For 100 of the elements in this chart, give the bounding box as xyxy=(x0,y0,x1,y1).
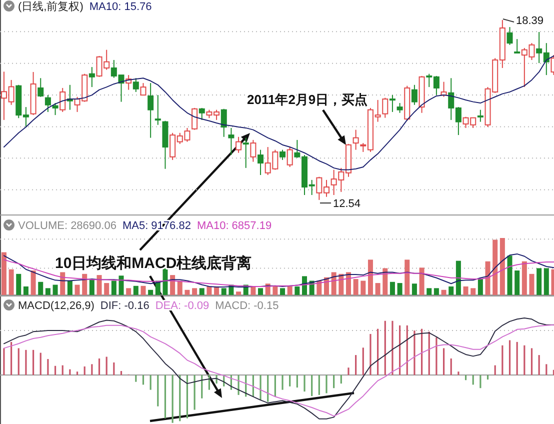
bar xyxy=(126,288,132,295)
bar xyxy=(140,286,146,295)
candlestick xyxy=(286,146,293,168)
bar xyxy=(250,286,256,295)
candlestick xyxy=(477,109,484,122)
candlestick xyxy=(140,82,146,96)
bar xyxy=(45,288,50,295)
bar xyxy=(8,269,14,295)
bar xyxy=(478,279,483,295)
bar xyxy=(331,272,336,295)
bar xyxy=(492,240,498,295)
bar xyxy=(258,288,264,295)
bar xyxy=(529,274,534,295)
bar xyxy=(192,288,198,295)
candlestick xyxy=(154,94,161,126)
bar xyxy=(133,286,138,295)
candlestick xyxy=(236,136,242,154)
bar xyxy=(89,279,94,295)
annotation: 18.39 xyxy=(516,15,544,27)
bar xyxy=(199,288,204,295)
bar xyxy=(544,268,549,295)
bar xyxy=(463,286,468,295)
bar xyxy=(118,276,124,295)
candlestick xyxy=(88,66,95,88)
bar xyxy=(221,288,226,295)
bar xyxy=(67,280,72,295)
bar xyxy=(338,274,344,295)
bar xyxy=(522,261,527,295)
candlestick xyxy=(382,97,388,118)
bar xyxy=(434,288,439,295)
bar xyxy=(536,268,542,295)
bar xyxy=(272,286,278,295)
bar xyxy=(375,283,380,295)
bar xyxy=(353,279,358,295)
candlestick xyxy=(132,78,139,92)
candlestick xyxy=(514,38,520,54)
candlestick xyxy=(280,149,286,160)
bar xyxy=(448,286,454,295)
candlestick xyxy=(220,108,227,138)
candlestick xyxy=(250,139,256,162)
bar xyxy=(485,261,490,295)
bar xyxy=(38,282,44,295)
bar xyxy=(111,280,116,295)
bar xyxy=(82,274,88,295)
candlestick xyxy=(396,102,403,114)
annotation: 10日均线和MACD柱线底背离 xyxy=(55,254,252,272)
bar xyxy=(514,270,520,295)
bar xyxy=(507,256,512,295)
annotation: 2011年2月9日，买点 xyxy=(247,92,368,107)
bar xyxy=(294,286,300,295)
bar xyxy=(456,260,461,295)
bar xyxy=(500,238,505,295)
bar xyxy=(382,268,388,295)
candlestick xyxy=(38,78,44,98)
bar xyxy=(23,286,28,295)
bar xyxy=(441,290,446,295)
bar xyxy=(390,282,395,295)
bar xyxy=(16,274,22,295)
bar xyxy=(397,283,402,295)
bar xyxy=(280,288,286,295)
bar xyxy=(368,260,373,295)
bar xyxy=(177,280,182,295)
text: MA10: 15.76 xyxy=(89,1,152,13)
bar xyxy=(287,286,292,295)
candlestick xyxy=(506,26,513,46)
bar xyxy=(184,290,190,295)
chart-title: MACD(12,26,9) xyxy=(18,300,94,312)
bar xyxy=(412,284,417,295)
chart-title: (日线,前复权) xyxy=(18,0,84,13)
bar xyxy=(1,252,6,295)
bar xyxy=(60,272,66,295)
text: MACD: -0.15 xyxy=(215,300,279,312)
annotation: 12.54 xyxy=(333,198,361,210)
bar xyxy=(96,275,102,295)
bar xyxy=(74,284,80,295)
bar xyxy=(170,275,176,295)
bar xyxy=(104,283,110,295)
candlestick xyxy=(411,84,418,106)
candlestick xyxy=(352,129,359,150)
candlestick xyxy=(198,107,205,120)
bar xyxy=(236,292,242,295)
text: MA10: 6857.19 xyxy=(196,220,272,232)
candlestick xyxy=(148,82,154,138)
candlestick xyxy=(228,127,234,156)
bar xyxy=(419,268,424,295)
bar xyxy=(206,286,212,295)
bar xyxy=(404,260,410,295)
bar xyxy=(470,288,476,295)
candlestick xyxy=(192,107,198,130)
candlestick xyxy=(258,149,264,176)
candlestick xyxy=(52,102,58,116)
candlestick xyxy=(389,94,396,112)
candlestick xyxy=(60,87,66,112)
candlestick xyxy=(44,94,51,112)
bar xyxy=(30,270,36,295)
text: VOLUME: 28690.06 xyxy=(18,220,116,232)
bar xyxy=(52,284,58,295)
bar xyxy=(148,290,154,295)
bar xyxy=(360,280,366,295)
bar xyxy=(426,288,432,295)
